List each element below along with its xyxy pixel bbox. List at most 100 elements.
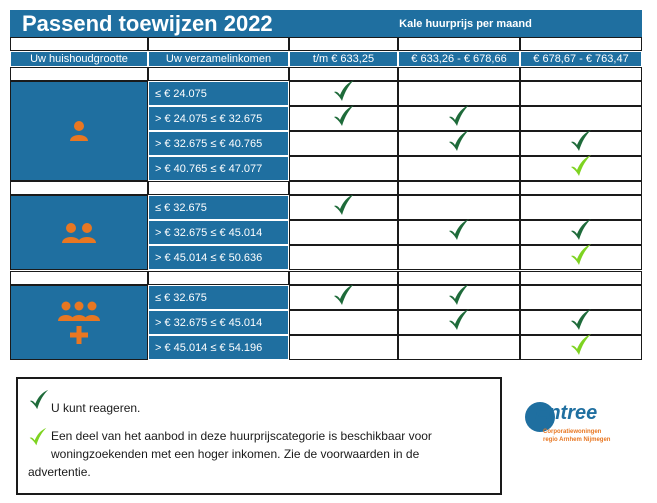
logo-name: Entree [535,402,598,424]
spacer-cell [148,271,289,285]
availability-cell [398,156,520,181]
spacer-cell [148,67,289,81]
check-icon [332,79,356,108]
rent-column-header-1: t/m € 633,25 [289,51,398,67]
check-icon [332,283,356,312]
availability-cell [520,106,642,131]
single-person-icon [68,120,90,142]
spacer-cell [520,37,642,51]
legend-dark-text: U kunt reageren. [51,401,141,415]
availability-cell [520,243,642,272]
legend-check-icon [28,389,50,416]
availability-cell [289,310,398,335]
availability-cell [520,308,642,337]
spacer-cell [10,37,148,51]
legend-box: U kunt reageren. Een deel van het aanbod … [16,377,502,495]
legend-light-check-row: Een deel van het aanbod in deze huurprij… [28,427,483,481]
availability-cell [398,129,520,158]
legend-light-text: Een deel van het aanbod in deze huurprij… [28,429,432,479]
spacer-cell [289,271,398,285]
availability-cell [398,245,520,270]
availability-cell [289,245,398,270]
availability-cell [398,283,520,312]
spacer-cell [148,37,289,51]
availability-cell [398,195,520,220]
spacer-cell [520,67,642,81]
income-range-cell: ≤ € 32.675 [148,285,289,310]
spacer-cell [398,67,520,81]
two-persons-icon [61,222,97,244]
spacer-cell [10,181,148,195]
availability-cell [289,104,398,133]
availability-cell [520,81,642,106]
spacer-cell [398,271,520,285]
availability-cell [398,218,520,247]
check-icon [332,193,356,222]
availability-cell [520,195,642,220]
availability-cell [398,335,520,360]
check-icon [569,129,593,158]
spacer-cell [520,181,642,195]
income-range-cell: ≤ € 32.675 [148,195,289,220]
spacer-cell [289,67,398,81]
rent-column-header-2: € 633,26 - € 678,66 [398,51,520,67]
legend-light-check-icon [28,427,48,452]
spacer-cell [10,67,148,81]
availability-cell [398,104,520,133]
logo-tagline-1: Corporatiewoningen [543,429,602,435]
availability-cell [289,283,398,312]
check-icon [447,308,471,337]
income-range-cell: ≤ € 24.075 [148,81,289,106]
income-range-cell: > € 32.675 ≤ € 45.014 [148,310,289,335]
spacer-cell [398,37,520,51]
spacer-cell [289,181,398,195]
entree-logo: Entree Corporatiewoningen regio Arnhem Nij… [525,400,625,452]
spacer-cell [398,181,520,195]
income-range-cell: > € 45.014 ≤ € 54.196 [148,335,289,360]
availability-cell [289,79,398,108]
check-icon [447,129,471,158]
availability-cell [398,81,520,106]
check-icon [447,283,471,312]
income-range-cell: > € 32.675 ≤ € 40.765 [148,131,289,156]
availability-cell [520,129,642,158]
legend-dark-check-row: U kunt reageren. [28,389,140,416]
light-check-icon [569,154,593,183]
availability-cell [289,193,398,222]
income-range-cell: > € 40.765 ≤ € 47.077 [148,156,289,181]
availability-cell [289,131,398,156]
spacer-cell [148,181,289,195]
income-range-cell: > € 24.075 ≤ € 32.675 [148,106,289,131]
light-check-icon [569,333,593,362]
availability-cell [520,154,642,183]
availability-cell [289,335,398,360]
rent-column-header-3: € 678,67 - € 763,47 [520,51,642,67]
spacer-cell [289,37,398,51]
rent-header: Kale huurprijs per maand [289,10,642,37]
household-column-header: Uw huishoudgrootte [10,51,148,67]
income-range-cell: > € 32.675 ≤ € 45.014 [148,220,289,245]
household-size-cell [10,195,148,270]
check-icon [332,104,356,133]
availability-cell [289,156,398,181]
spacer-cell [520,271,642,285]
logo-tagline-2: regio Arnhem Nijmegen [543,437,611,443]
availability-cell [520,218,642,247]
availability-cell [398,308,520,337]
check-icon [447,218,471,247]
check-icon [569,308,593,337]
household-size-cell [10,81,148,181]
availability-cell [520,285,642,310]
three-plus-persons-icon [57,301,101,345]
check-icon [569,218,593,247]
light-check-icon [569,243,593,272]
availability-cell [520,333,642,362]
income-range-cell: > € 45.014 ≤ € 50.636 [148,245,289,270]
income-column-header: Uw verzamelinkomen [148,51,289,67]
logo-circle-icon [525,402,555,432]
household-size-cell [10,285,148,360]
page-title: Passend toewijzen 2022 [10,10,289,37]
check-icon [447,104,471,133]
availability-cell [289,220,398,245]
spacer-cell [10,271,148,285]
